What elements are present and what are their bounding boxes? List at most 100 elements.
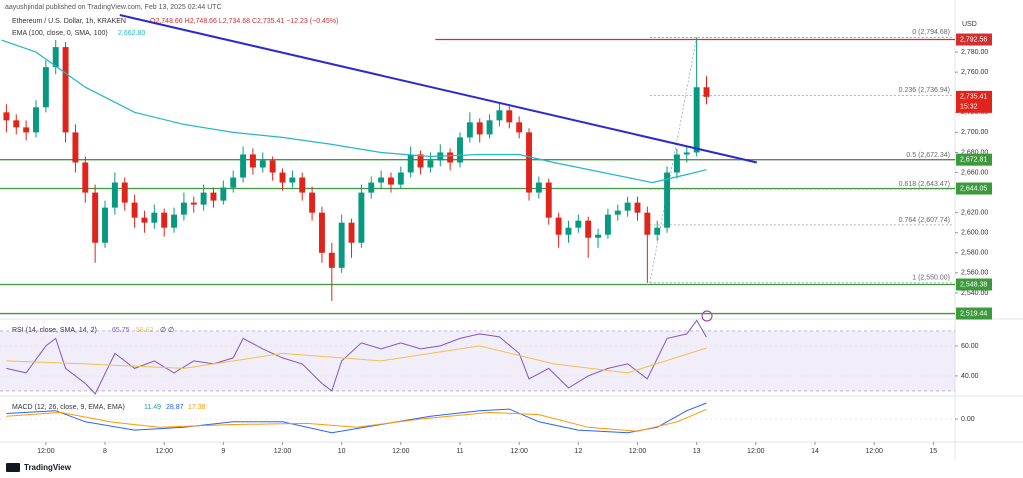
candle-body bbox=[575, 220, 582, 228]
price-badge-label: 2,735.41 bbox=[960, 94, 987, 101]
series-line bbox=[6, 408, 707, 432]
fib-label: 0 (2,794.68) bbox=[912, 29, 950, 36]
candle-body bbox=[545, 182, 552, 218]
candle-body bbox=[555, 217, 562, 235]
y-tick-label: 0.00 bbox=[961, 416, 975, 423]
candle-body bbox=[92, 192, 99, 243]
ohlc: O2,748.66 H2,748.66 L2,734.68 C2,735.41 … bbox=[150, 18, 338, 25]
candle-body bbox=[151, 212, 158, 223]
candle-body bbox=[585, 220, 592, 238]
macd-signal-value: 17.38 bbox=[188, 404, 206, 411]
candle-body bbox=[624, 202, 631, 211]
fib-label: 0.5 (2,672.34) bbox=[906, 152, 950, 159]
candle-body bbox=[457, 137, 463, 163]
candle-body bbox=[121, 182, 128, 203]
y-tick-label: 2,680.00 bbox=[961, 149, 988, 156]
candle-body bbox=[368, 182, 375, 193]
level-badge-label: 2,548.38 bbox=[960, 281, 987, 288]
candle-body bbox=[506, 110, 513, 123]
ema-legend: EMA (100, close, 0, SMA, 100) bbox=[12, 30, 108, 37]
candle-body bbox=[210, 192, 217, 201]
x-tick-label: 12:00 bbox=[865, 448, 883, 455]
candle-body bbox=[82, 162, 89, 193]
candle-body bbox=[516, 122, 523, 133]
y-tick-label: 2,600.00 bbox=[961, 230, 988, 237]
candle-body bbox=[72, 132, 79, 163]
y-tick-label: 2,560.00 bbox=[961, 270, 988, 277]
level-badge-label: 2,792.56 bbox=[960, 36, 987, 43]
candle-body bbox=[289, 177, 296, 183]
level-badge-label: 2,519.44 bbox=[960, 310, 987, 317]
candle-body bbox=[180, 202, 187, 215]
rsi-sma-value: 58.62 bbox=[136, 327, 154, 334]
y-tick-label: 2,700.00 bbox=[961, 129, 988, 136]
currency: USD bbox=[962, 21, 977, 28]
candle-body bbox=[427, 160, 434, 168]
candle-body bbox=[378, 177, 385, 183]
candle-body bbox=[131, 202, 138, 218]
candle-body bbox=[476, 122, 483, 135]
candle-body bbox=[299, 177, 306, 193]
x-tick-label: 9 bbox=[221, 448, 225, 455]
rsi-extra: ∅ ∅ bbox=[160, 327, 174, 334]
y-tick-label: 2,620.00 bbox=[961, 209, 988, 216]
candle-body bbox=[348, 222, 355, 243]
level-badge bbox=[956, 33, 992, 46]
candle-body bbox=[33, 107, 39, 133]
ema-line bbox=[1, 39, 707, 184]
macd-hist-value: 11.49 bbox=[144, 404, 161, 411]
candle-body bbox=[358, 192, 365, 243]
candle-body bbox=[407, 154, 414, 173]
y-tick-label: 40.00 bbox=[961, 373, 979, 380]
candle-body bbox=[259, 160, 266, 168]
candle-body bbox=[388, 177, 394, 185]
level-badge-label: 2,644.05 bbox=[960, 185, 987, 192]
x-tick-label: 12:00 bbox=[747, 448, 765, 455]
y-tick-label: 2,760.00 bbox=[961, 69, 988, 76]
level-badge bbox=[956, 153, 992, 166]
y-tick-label: 60.00 bbox=[961, 343, 979, 350]
candle-body bbox=[654, 227, 661, 235]
candle-body bbox=[447, 152, 454, 163]
price-badge bbox=[956, 90, 992, 113]
candle-body bbox=[535, 182, 542, 193]
candle-body bbox=[328, 252, 335, 268]
event-icon[interactable] bbox=[701, 310, 713, 322]
x-tick-label: 12:00 bbox=[510, 448, 528, 455]
logo-icon bbox=[6, 463, 20, 472]
x-tick-label: 12:00 bbox=[392, 448, 410, 455]
level-badge-label: 2,672.81 bbox=[960, 157, 987, 164]
published: aayushjindal published on TradingView.co… bbox=[5, 4, 222, 11]
x-tick-label: 12:00 bbox=[37, 448, 55, 455]
candle-body bbox=[664, 172, 671, 228]
candle-body bbox=[318, 212, 325, 253]
candle-body bbox=[52, 47, 59, 68]
candle-body bbox=[595, 234, 602, 238]
series-line bbox=[6, 402, 707, 434]
candle-body bbox=[141, 217, 148, 223]
candle-body bbox=[604, 214, 611, 235]
candle-body bbox=[230, 177, 237, 188]
level-badge bbox=[956, 278, 992, 291]
candle-body bbox=[161, 212, 168, 228]
fib-label: 0.764 (2,607.74) bbox=[899, 217, 950, 224]
series-line bbox=[6, 345, 707, 374]
fib-label: 1 (2,550.00) bbox=[912, 275, 950, 282]
x-tick-label: 8 bbox=[103, 448, 107, 455]
candle-body bbox=[703, 87, 710, 97]
candle-body bbox=[220, 187, 227, 201]
x-tick-label: 11 bbox=[456, 448, 463, 455]
candle-body bbox=[309, 192, 316, 213]
series-line bbox=[6, 319, 707, 395]
candle-body bbox=[683, 152, 690, 155]
chart-title: Ethereum / U.S. Dollar, 1h, KRAKEN bbox=[12, 18, 126, 25]
candle-body bbox=[466, 122, 473, 138]
candle-body bbox=[486, 120, 493, 135]
candle-body bbox=[240, 154, 247, 178]
fib-label: 0.236 (2,736.94) bbox=[899, 87, 950, 94]
x-tick-label: 12:00 bbox=[274, 448, 292, 455]
rsi-value: 65.75 bbox=[112, 327, 130, 334]
y-tick-label: 2,540.00 bbox=[961, 290, 988, 297]
candle-body bbox=[614, 210, 621, 215]
